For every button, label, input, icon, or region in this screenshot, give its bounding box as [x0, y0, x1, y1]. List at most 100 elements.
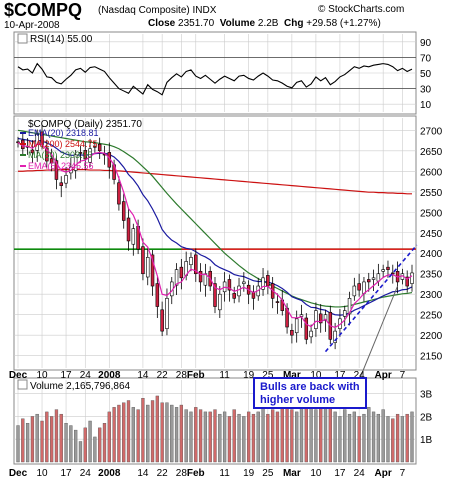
candle-body [174, 269, 179, 286]
rsi-panel-label: RSI(14) 55.00 [30, 34, 93, 45]
volume-bar [189, 411, 193, 463]
candle-body [150, 254, 155, 287]
x-tick-label-volume: 7 [400, 468, 406, 479]
volume-bar [170, 404, 174, 463]
volume-bar [376, 413, 381, 463]
close-value: 2351.70 [178, 18, 215, 29]
x-tick-label-volume: 17 [60, 468, 72, 479]
volume-bar [386, 416, 390, 463]
volume-bar [338, 416, 342, 463]
candle-body [314, 310, 318, 329]
candle-body [213, 283, 217, 307]
volume-bar [122, 402, 126, 463]
candle-body [83, 150, 88, 160]
x-tick-label-volume: 28 [176, 468, 188, 479]
x-tick-label-volume: 24 [80, 468, 92, 479]
volume-bar [88, 420, 92, 463]
candle-body [371, 277, 376, 280]
price-tick-label: 2200 [420, 331, 443, 342]
candle-body [145, 257, 150, 278]
chg-label: Chg [284, 18, 304, 29]
volume-bar [25, 423, 30, 463]
exchange-code: INDX [192, 5, 217, 16]
uptrend-line [324, 244, 418, 353]
volume-bar [391, 418, 395, 463]
candle-body [362, 281, 366, 294]
volume-bar [352, 411, 356, 463]
quote-stats: Close 2351.70 Volume 2.2B Chg +29.58 (+1… [148, 18, 381, 29]
candle-body [261, 277, 265, 290]
volume-bar [83, 427, 87, 463]
x-tick-label-price: 19 [243, 370, 255, 381]
candle-body [194, 254, 198, 275]
volume-bar [141, 398, 145, 463]
candle-body [73, 154, 78, 171]
quote-date: 10-Apr-2008 [4, 20, 60, 31]
volume-bar [98, 427, 102, 463]
candle-body [97, 143, 102, 152]
volume-bar [69, 425, 73, 463]
volume-bar [165, 402, 169, 463]
candle-body [242, 281, 246, 284]
volume-bar [112, 407, 116, 463]
volume-bar [198, 409, 203, 463]
candle-body [126, 217, 131, 242]
x-tick-label-price: Feb [187, 370, 205, 381]
candle-body [131, 228, 136, 245]
candle-body [30, 149, 35, 154]
volume-bar [16, 425, 20, 463]
volume-bar [45, 411, 49, 463]
candle-body [391, 272, 395, 275]
volume-bar [343, 409, 347, 463]
volume-bar [357, 416, 361, 463]
price-tick-label: 2250 [420, 311, 443, 322]
candle-body [342, 310, 347, 317]
volume-bar [347, 413, 352, 463]
x-tick-label-volume: Mar [283, 468, 301, 479]
candle-body [93, 145, 97, 148]
volume-bar [54, 409, 59, 463]
candle-body [59, 182, 63, 186]
volume-bar [126, 400, 131, 463]
volume-tick-label: 2B [420, 412, 433, 423]
volume-bar [275, 411, 280, 463]
candle-body [352, 285, 357, 297]
x-tick-label-volume: 2008 [98, 468, 121, 479]
candle-body [290, 329, 294, 336]
volume-bar [285, 402, 289, 463]
volume-bar [78, 441, 83, 463]
volume-bar [367, 407, 371, 463]
volume-bar [280, 404, 284, 463]
price-tick-label: 2400 [420, 249, 443, 260]
x-tick-label-price: 10 [36, 370, 48, 381]
legend-label: MA(50) 2303.95 [28, 150, 93, 160]
volume-bar [299, 404, 304, 463]
volume-bar [40, 420, 44, 463]
legend-label: EMA(20) 2318.81 [28, 128, 99, 138]
candle-body [367, 279, 371, 283]
volume-bar [295, 411, 299, 463]
candle-body [218, 293, 222, 311]
volume-bar [64, 423, 68, 463]
x-tick-label-price: 24 [354, 370, 366, 381]
volume-bar [146, 404, 150, 463]
volume-bar [155, 395, 159, 463]
candle-body [381, 269, 385, 272]
candle-body [232, 293, 236, 299]
volume-legend-swatch [17, 379, 28, 390]
candle-body [333, 330, 337, 343]
candle-body [251, 291, 256, 299]
candle-body [323, 314, 328, 321]
x-tick-label-price: 22 [157, 370, 169, 381]
candle-body [357, 283, 361, 291]
volume-bar [49, 416, 54, 463]
price-tick-label: 2150 [420, 352, 443, 363]
volume-bar [150, 400, 155, 463]
volume-bar [35, 413, 39, 463]
volume-value: 2.2B [257, 18, 279, 29]
volume-bar [174, 407, 179, 463]
x-tick-label-price: 7 [400, 370, 406, 381]
volume-label: Volume [219, 18, 256, 29]
volume-tick-label: 3B [420, 390, 433, 401]
candle-body [179, 266, 184, 279]
